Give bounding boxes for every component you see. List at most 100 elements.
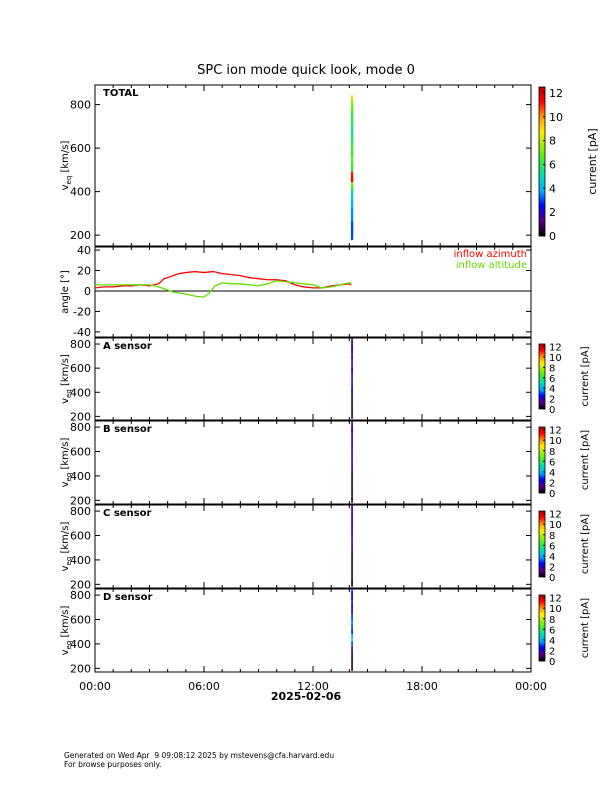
data-cell [351,637,353,643]
y-axis-label-main: v [60,649,71,655]
data-cell [351,641,353,647]
data-cell [351,377,353,383]
y-tick-label: 0 [84,285,91,298]
colorbar-tick-label: 10 [549,353,562,364]
colorbar-tick-label: 4 [549,182,556,195]
y-tick-label: 20 [77,265,91,278]
colorbar-label: current [pA] [586,128,599,194]
colorbar [538,426,546,494]
panel-frame [94,420,532,505]
data-cell [351,413,353,419]
data-cell [350,230,354,241]
data-cell [351,656,353,662]
data-cell [351,337,353,343]
data-cell [351,646,353,652]
colorbar-tick-label: 10 [549,604,562,615]
y-axis-label: veq [km/s] [60,438,73,488]
y-axis-label: veq [km/s] [60,606,73,656]
colorbar-tick-label: 8 [549,447,555,458]
colorbar-tick-label: 0 [549,489,555,500]
colorbar-tick-label: 2 [549,646,555,657]
legend-entry: inflow azimuth [454,249,527,260]
colorbar-tick-label: 12 [549,510,562,521]
y-tick-label: 400 [70,386,91,399]
data-cell [351,535,353,541]
panel-frame [94,588,532,673]
colorbar-tick-label: 2 [549,395,555,406]
colorbar-tick-label: 0 [549,405,555,416]
y-tick-label: 600 [70,362,91,375]
y-axis-label: veq [km/s] [60,522,73,572]
panel-label: B sensor [103,424,152,435]
data-cell [351,480,353,486]
colorbar-tick-label: 4 [549,468,555,479]
y-axis-label-subscript: eq [65,176,73,185]
y-axis-label-subscript: eq [65,641,73,650]
data-cell [350,175,354,186]
colorbar-tick-label: 8 [549,363,555,374]
data-cell [351,348,353,354]
data-cell [351,519,353,525]
y-tick-label: 400 [70,470,91,483]
y-tick-label: 800 [70,338,91,351]
y-axis-label-unit: [km/s] [60,354,71,389]
y-tick-label: 400 [70,554,91,567]
y-tick-label: 800 [70,589,91,602]
data-cell [351,420,353,426]
y-axis-label-unit: [km/s] [60,606,71,641]
data-cell [351,554,353,560]
y-axis-label-unit: [km/s] [60,522,71,557]
data-cell [351,372,353,378]
data-cell [351,634,353,640]
panel-frame [94,504,532,589]
data-cell [351,441,353,447]
data-cell [351,360,353,366]
colorbar-tick-label: 10 [549,520,562,531]
panel-label: C sensor [103,508,151,519]
panel-label: D sensor [103,592,152,603]
footer-disclaimer-text: For browse purposes only. [64,759,162,769]
data-cell [351,466,353,472]
legend-entry: inflow altitude [456,260,527,271]
data-cell [351,409,353,415]
colorbar-tick-label: 8 [549,135,556,148]
x-tick-label: 00:00 [515,680,547,693]
data-cell [351,399,353,405]
colorbar-tick-label: 8 [549,615,555,626]
colorbar-tick-label: 2 [549,562,555,573]
y-axis-label-unit: [km/s] [60,141,71,176]
colorbar-label: current [pA] [580,346,591,406]
panel-4: veq [km/s] [60,504,546,589]
data-cell [351,470,353,476]
y-axis-label: veq [km/s] [60,141,73,191]
colorbar-tick-label: 0 [549,230,556,243]
colorbar-tick-label: 6 [549,625,555,636]
y-tick-label: 200 [70,662,91,675]
data-cell [351,613,353,619]
colorbar-tick-label: 12 [549,594,562,605]
colorbar [538,86,546,237]
y-axis-label-unit: [km/s] [60,438,71,473]
data-cell [351,606,353,612]
data-cell [351,609,353,615]
y-tick-label: 200 [70,229,91,242]
data-cell [351,624,353,630]
colorbar-tick-label: 4 [549,552,555,563]
data-cell [351,475,353,481]
x-tick-label: 12:00 [297,680,329,693]
y-tick-label: 800 [70,99,91,112]
panel-label: TOTAL [103,88,139,99]
data-cell [351,526,353,532]
data-cell [351,490,353,496]
data-cell [351,451,353,457]
data-cell [351,620,353,626]
data-cell [351,574,353,580]
y-tick-label: 40 [77,244,91,257]
y-tick-label: 600 [70,530,91,543]
colorbar [538,594,546,662]
x-tick-label: 06:00 [188,680,220,693]
panel-label: A sensor [103,341,152,352]
data-cell [351,434,353,440]
data-cell [351,550,353,556]
